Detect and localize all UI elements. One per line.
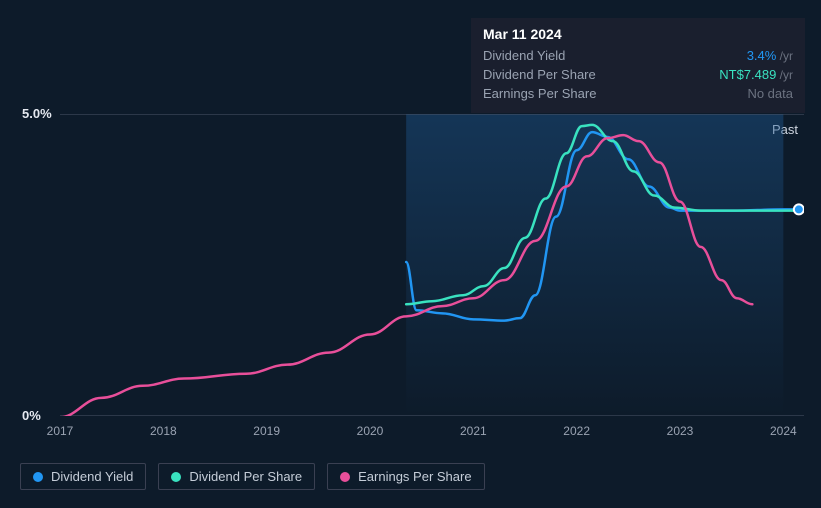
y-tick-label: 5.0% — [22, 106, 52, 121]
tooltip-row: Dividend Per Share NT$7.489 /yr — [483, 65, 793, 84]
tooltip-row-label: Earnings Per Share — [483, 86, 596, 101]
tooltip-row: Earnings Per Share No data — [483, 84, 793, 103]
legend-label: Dividend Per Share — [189, 469, 302, 484]
x-tick-label: 2024 — [770, 424, 797, 438]
chart-container: 0%5.0% 20172018201920202021202220232024 … — [0, 0, 821, 508]
legend-dot-icon — [171, 472, 181, 482]
x-tick-label: 2019 — [253, 424, 280, 438]
legend-item-earnings-per-share[interactable]: Earnings Per Share — [327, 463, 484, 490]
tooltip-row-label: Dividend Yield — [483, 48, 565, 63]
x-tick-label: 2021 — [460, 424, 487, 438]
chart-plot — [60, 114, 804, 416]
tooltip: Mar 11 2024 Dividend Yield3.4% /yrDivide… — [471, 18, 805, 113]
legend: Dividend Yield Dividend Per Share Earnings… — [20, 463, 485, 490]
tooltip-row: Dividend Yield 3.4% /yr — [483, 46, 793, 65]
legend-label: Dividend Yield — [51, 469, 133, 484]
x-tick-label: 2020 — [357, 424, 384, 438]
legend-item-dividend-per-share[interactable]: Dividend Per Share — [158, 463, 315, 490]
tooltip-row-value: 3.4% /yr — [747, 48, 793, 63]
tooltip-row-value: No data — [747, 86, 793, 101]
x-tick-label: 2018 — [150, 424, 177, 438]
tooltip-row-label: Dividend Per Share — [483, 67, 596, 82]
x-tick-label: 2017 — [47, 424, 74, 438]
legend-dot-icon — [33, 472, 43, 482]
legend-label: Earnings Per Share — [358, 469, 471, 484]
legend-item-dividend-yield[interactable]: Dividend Yield — [20, 463, 146, 490]
y-tick-label: 0% — [22, 408, 41, 423]
tooltip-date: Mar 11 2024 — [483, 26, 793, 42]
legend-dot-icon — [340, 472, 350, 482]
tooltip-row-value: NT$7.489 /yr — [719, 67, 793, 82]
x-tick-label: 2023 — [667, 424, 694, 438]
current-marker — [794, 204, 804, 214]
x-tick-label: 2022 — [563, 424, 590, 438]
